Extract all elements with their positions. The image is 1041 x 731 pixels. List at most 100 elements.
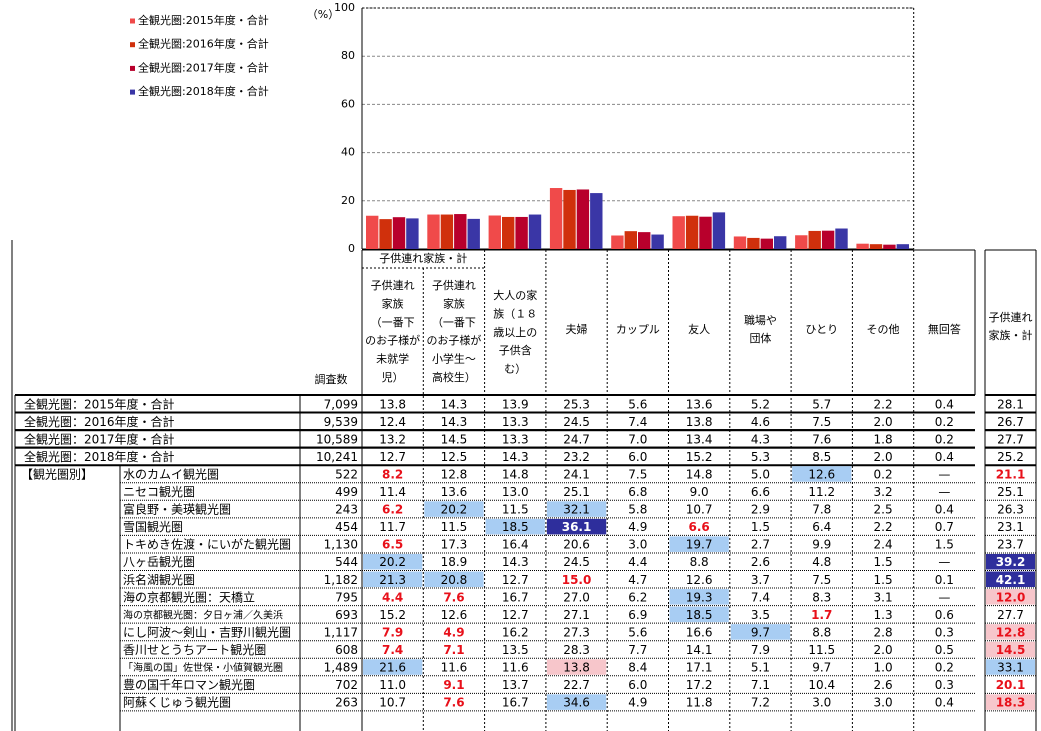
- cell-value: 4.9: [443, 625, 464, 639]
- column-header: 子供連れ家族（一番下のお子様が未就学児）: [365, 278, 420, 384]
- cell-value: 2.2: [874, 397, 893, 411]
- cell-value: 14.8: [686, 467, 713, 481]
- cell-value: 25.1: [563, 485, 590, 499]
- row-n: 522: [335, 467, 358, 481]
- bar: [563, 189, 576, 249]
- cell-value: 28.3: [563, 643, 590, 657]
- cell-value: 9.7: [751, 625, 770, 639]
- cell-value: 2.2: [874, 520, 893, 534]
- cell-value: 2.5: [874, 503, 893, 517]
- cell-value: 11.5: [502, 503, 529, 517]
- cell-value: 12.8: [996, 625, 1026, 639]
- cell-value: 13.4: [686, 432, 713, 446]
- cell-value: 26.3: [997, 503, 1024, 517]
- column-header: ひとり: [805, 323, 838, 336]
- cell-value: 6.9: [628, 608, 647, 622]
- cell-value: 3.0: [628, 538, 647, 552]
- cell-value: 3.2: [874, 485, 893, 499]
- cell-value: 7.9: [382, 625, 403, 639]
- bar: [406, 218, 419, 249]
- cell-value: —: [938, 485, 950, 499]
- cell-value: 14.3: [441, 415, 468, 429]
- cell-value: 20.2: [379, 555, 406, 569]
- cell-value: 13.0: [502, 485, 529, 499]
- row-n: 544: [335, 555, 358, 569]
- row-n: 10,241: [316, 450, 358, 464]
- cell-value: 14.8: [502, 467, 529, 481]
- cell-value: 27.7: [997, 432, 1024, 446]
- bar: [835, 228, 848, 249]
- cell-value: 5.6: [628, 625, 647, 639]
- group-header: 子供連れ家族・計: [379, 251, 467, 265]
- cell-value: 7.4: [751, 590, 770, 604]
- cell-value: 24.7: [563, 432, 590, 446]
- cell-highlight: [363, 553, 423, 570]
- cell-value: 19.7: [686, 538, 713, 552]
- column-header: 友人: [688, 322, 710, 336]
- cell-value: 7.7: [628, 643, 647, 657]
- row-label: 浜名湖観光圏: [123, 572, 195, 587]
- cell-value: 1.5: [935, 538, 954, 552]
- row-n: 1,182: [324, 573, 358, 587]
- cell-value: 0.1: [935, 573, 954, 587]
- cell-value: 13.8: [686, 415, 713, 429]
- cell-value: 2.4: [874, 538, 893, 552]
- cell-value: 34.6: [563, 696, 590, 710]
- cell-value: 14.3: [441, 397, 468, 411]
- row-n: 9,539: [324, 415, 358, 429]
- column-header: 夫婦: [566, 322, 588, 336]
- cell-value: 21.3: [379, 573, 406, 587]
- row-n: 7,099: [324, 397, 358, 411]
- column-header: 大人の家族（１８歳以上の子供含む）: [493, 288, 537, 376]
- cell-value: 17.1: [686, 661, 713, 675]
- cell-value: 9.7: [812, 661, 831, 675]
- cell-value: 0.4: [935, 503, 954, 517]
- cell-highlight: [986, 641, 1035, 658]
- cell-value: 7.6: [443, 590, 464, 604]
- cell-value: 20.8: [441, 573, 468, 587]
- row-n: 795: [335, 590, 358, 604]
- cell-value: 14.5: [996, 643, 1026, 657]
- bar: [440, 214, 454, 249]
- row-n: 499: [335, 485, 358, 499]
- cell-value: 0.4: [935, 450, 954, 464]
- cell-value: 32.1: [563, 503, 590, 517]
- legend-label: 全観光圏:2018年度・合計: [138, 84, 269, 98]
- row-label: 全観光圏：2017年度・合計: [24, 431, 175, 446]
- cell-value: 4.4: [382, 590, 403, 604]
- y-tick-label: 80: [341, 49, 355, 62]
- cell-value: 2.6: [751, 555, 770, 569]
- row-label: 海の京都観光圏：夕日ヶ浦／久美浜: [123, 608, 283, 621]
- cell-value: 15.0: [562, 573, 592, 587]
- cell-value: 7.8: [812, 503, 831, 517]
- cell-value: 13.9: [502, 397, 529, 411]
- cell-value: 3.0: [812, 696, 831, 710]
- cell-value: 11.5: [441, 520, 468, 534]
- cell-value: 11.6: [502, 661, 529, 675]
- column-header: カップル: [616, 323, 660, 336]
- cell-value: 20.2: [441, 503, 468, 517]
- row-label: 八ヶ岳観光圏: [123, 555, 195, 569]
- cell-value: 0.4: [935, 696, 954, 710]
- cell-value: 7.1: [751, 678, 770, 692]
- row-n: 10,589: [316, 432, 358, 446]
- cell-value: 11.2: [808, 485, 835, 499]
- cell-value: 2.0: [874, 415, 893, 429]
- cell-highlight: [669, 606, 729, 623]
- cell-value: 9.9: [812, 538, 831, 552]
- cell-value: 42.1: [996, 573, 1026, 587]
- bar: [883, 244, 896, 249]
- cell-value: 8.5: [812, 450, 831, 464]
- cell-value: 7.6: [443, 696, 464, 710]
- cell-value: 8.8: [812, 625, 831, 639]
- cell-value: 7.4: [382, 643, 403, 657]
- cell-value: 2.8: [874, 625, 893, 639]
- bar: [699, 216, 712, 249]
- cell-value: 7.5: [812, 573, 831, 587]
- cell-value: 12.8: [441, 467, 468, 481]
- bar: [427, 214, 440, 249]
- cell-value: 9.1: [443, 678, 464, 692]
- cell-value: 24.5: [563, 415, 590, 429]
- bar: [733, 236, 747, 249]
- cell-value: 1.5: [874, 573, 893, 587]
